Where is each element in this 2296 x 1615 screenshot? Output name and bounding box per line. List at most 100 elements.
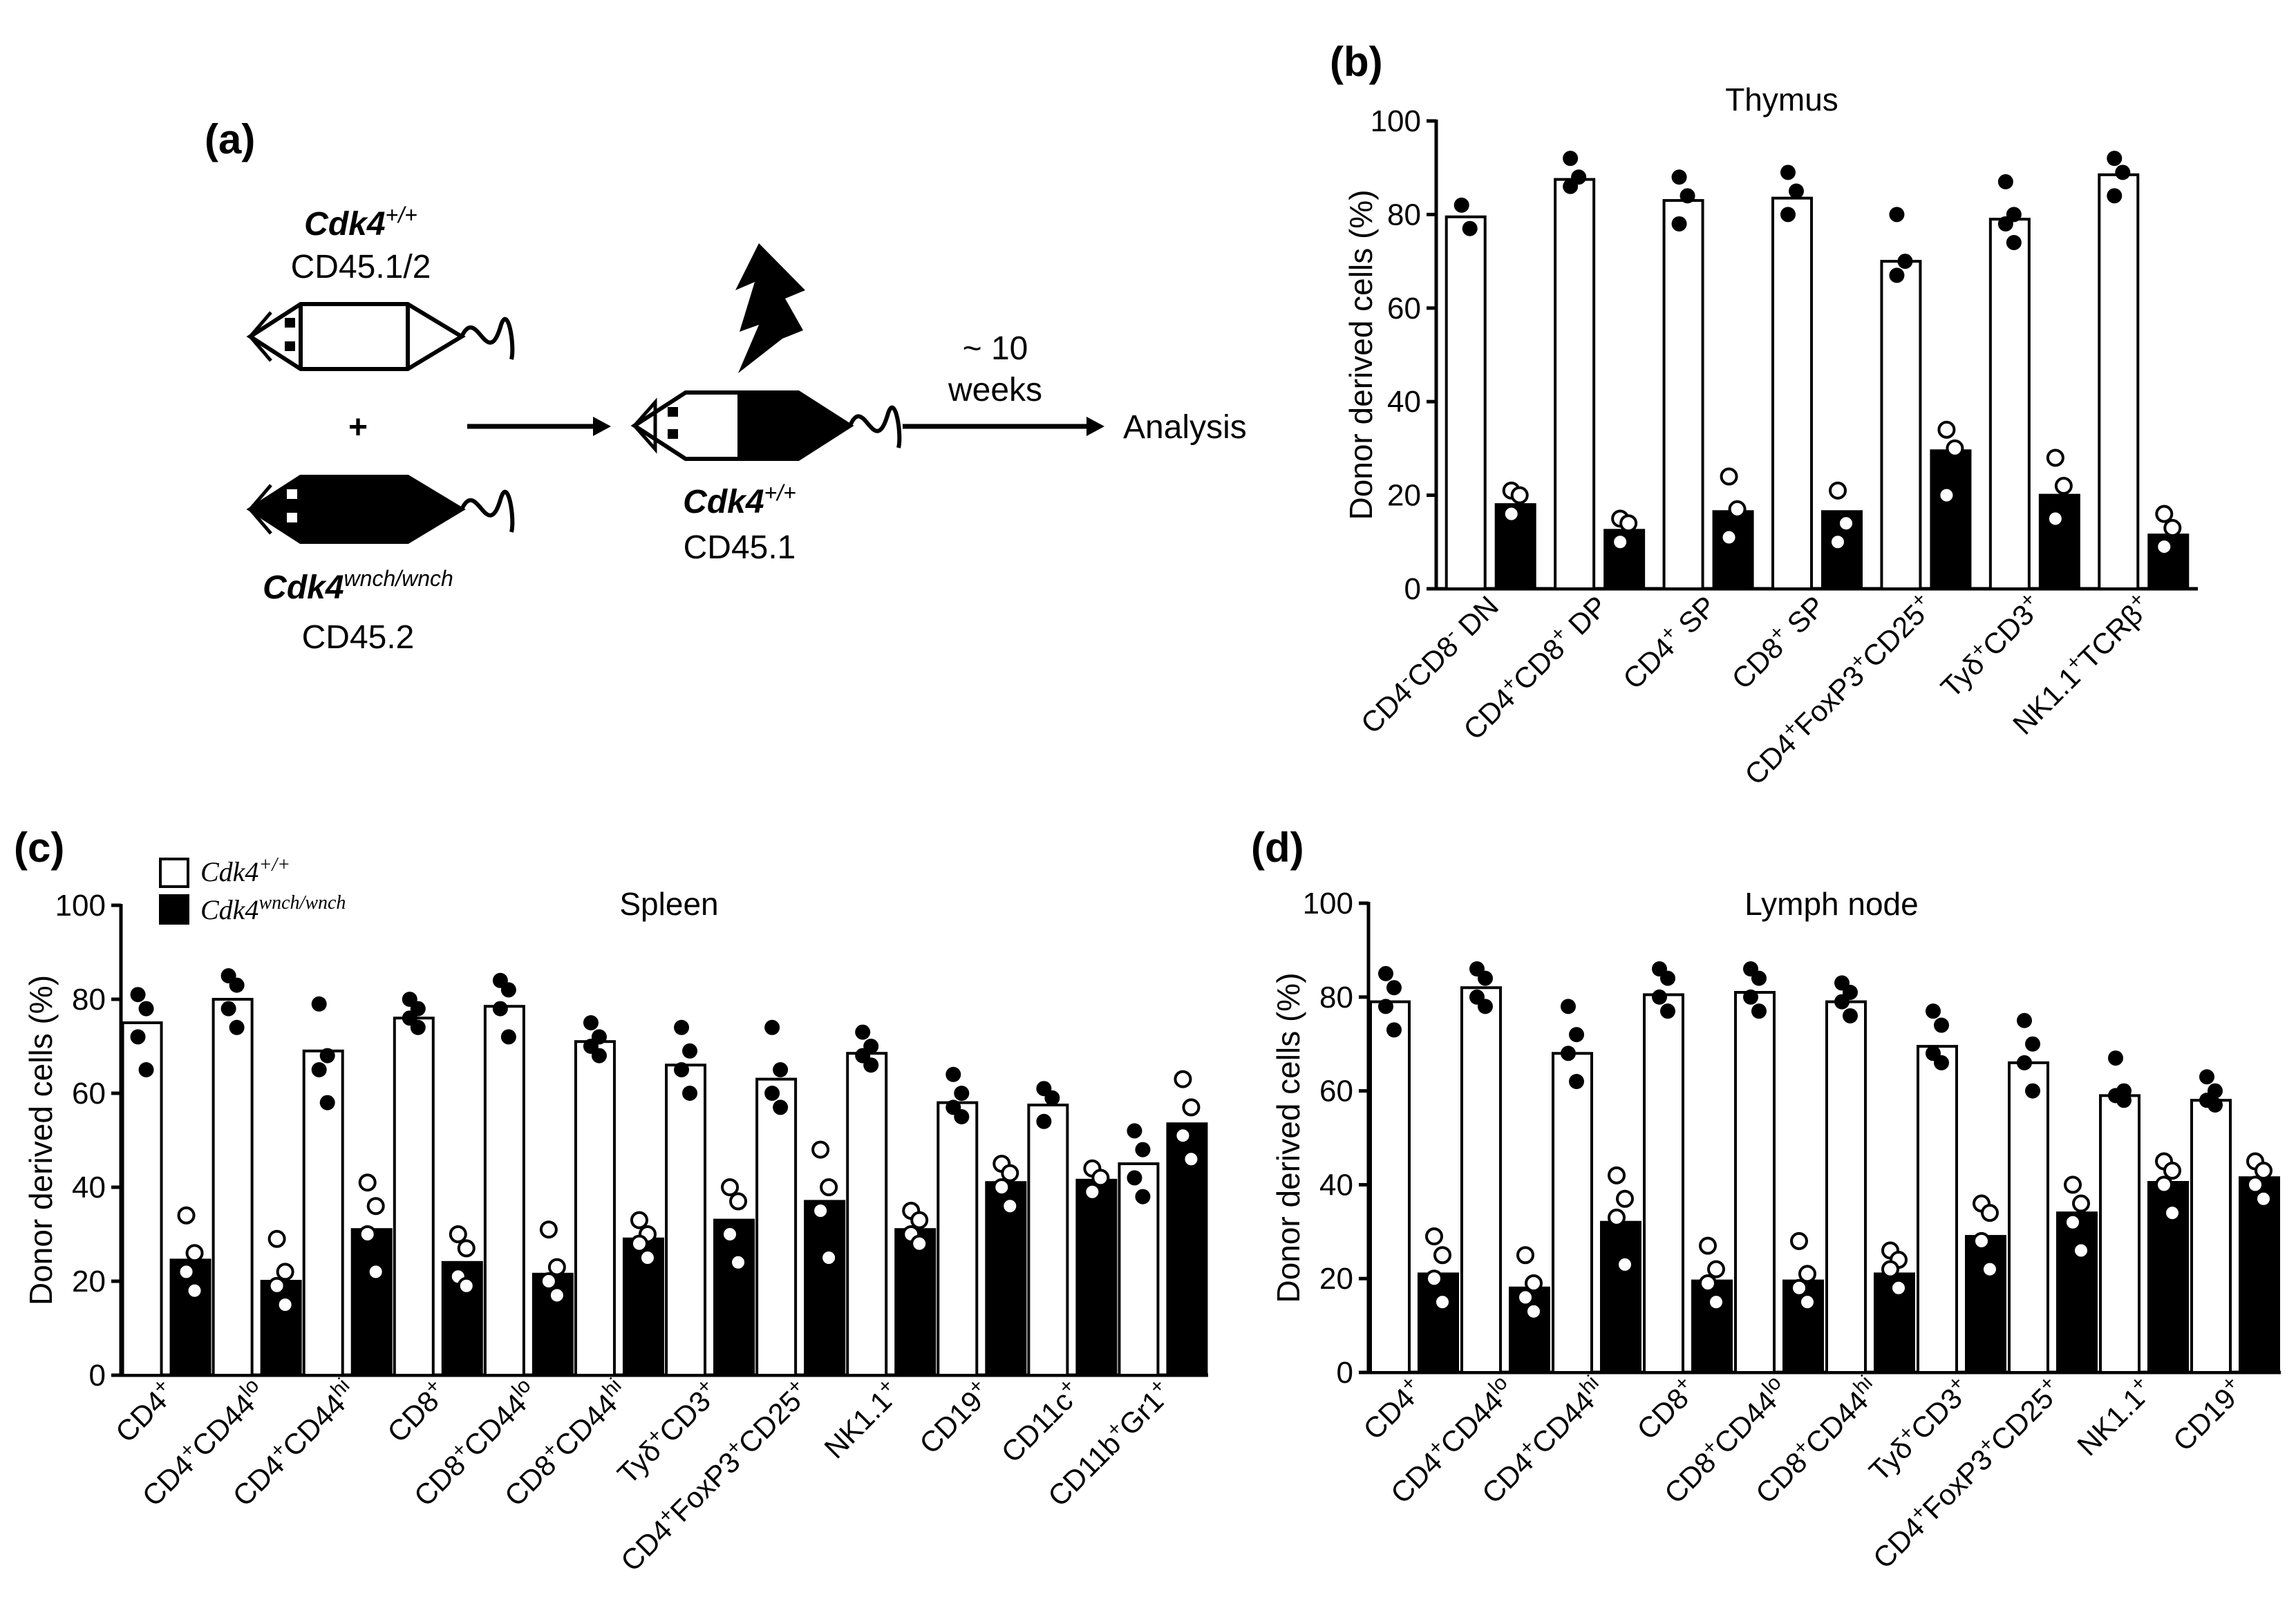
point-wt: [1843, 1008, 1858, 1023]
bar-wt: [1825, 1000, 1867, 1374]
legend-wt-gene: Cdk4: [200, 856, 258, 887]
bar-mutant: [1782, 1279, 1824, 1374]
point-mutant: [729, 1192, 748, 1211]
point-mutant: [1720, 467, 1738, 486]
bar-wt: [2098, 173, 2140, 591]
point-wt: [1743, 989, 1758, 1005]
legend-wt-sup: +/+: [258, 854, 290, 876]
point-mutant: [638, 1249, 657, 1267]
category-label: CD8+ SP: [1723, 587, 1831, 695]
point-mutant: [547, 1286, 566, 1305]
point-wt: [1652, 989, 1667, 1005]
category-label: Tyδ+CD3+: [1932, 587, 2049, 704]
category-label: CD4+FoxP3+CD25+: [1736, 587, 1940, 791]
point-mutant: [177, 1206, 196, 1225]
point-mutant: [1182, 1150, 1201, 1169]
legend-label-mut: Cdk4wnch/wnch: [200, 892, 346, 926]
point-mutant: [2072, 1194, 2090, 1213]
point-wt: [954, 1086, 970, 1101]
y-tick-label: 40: [1319, 1168, 1353, 1202]
panel-label-c: (c): [14, 824, 64, 871]
point-wt: [138, 1062, 154, 1077]
point-mutant: [185, 1281, 204, 1300]
point-wt: [2107, 188, 2123, 204]
point-mutant: [2163, 1162, 2181, 1180]
point-mutant: [1182, 1098, 1201, 1117]
bar-mutant: [985, 1181, 1027, 1377]
donor-mouse-wt-icon: [246, 302, 515, 371]
bar-mutant: [1075, 1178, 1118, 1377]
bar-mutant: [2056, 1211, 2098, 1375]
mouse1-gene: Cdk4: [304, 206, 385, 243]
point-mutant: [366, 1263, 385, 1281]
bar-mutant: [713, 1218, 755, 1377]
point-mutant: [457, 1239, 476, 1258]
point-mutant: [2255, 1189, 2273, 1208]
category-label: CD4+ SP: [1615, 587, 1722, 695]
point-wt: [1660, 970, 1675, 986]
point-mutant: [276, 1296, 294, 1314]
point-mutant: [811, 1202, 830, 1220]
bar-wt: [937, 1101, 979, 1377]
point-wt: [1889, 207, 1905, 223]
point-mutant: [1174, 1126, 1192, 1145]
point-mutant: [1619, 514, 1638, 533]
point-mutant: [1611, 533, 1630, 551]
point-wt: [220, 1001, 236, 1017]
point-mutant: [1790, 1278, 1808, 1297]
point-wt: [2199, 1069, 2214, 1085]
y-tick-label: 0: [1404, 572, 1421, 606]
point-wt: [2025, 1083, 2040, 1099]
point-mutant: [1981, 1204, 1999, 1222]
point-wt: [1997, 174, 2013, 190]
point-mutant: [1946, 439, 1964, 457]
point-mutant: [267, 1276, 286, 1295]
bar-wt: [2099, 1094, 2140, 1374]
point-wt: [2006, 235, 2022, 251]
point-wt: [1378, 965, 1393, 981]
point-mutant: [721, 1225, 740, 1243]
point-mutant: [185, 1244, 204, 1263]
chart-title: Thymus: [1725, 82, 1838, 117]
point-mutant: [729, 1253, 748, 1272]
bar-mutant: [1712, 510, 1754, 590]
transfer-arrow-icon: [467, 417, 611, 436]
category-label: CD4+: [107, 1374, 182, 1448]
point-wt: [492, 1001, 508, 1017]
point-mutant: [630, 1211, 648, 1229]
y-tick-label: 80: [1387, 198, 1421, 232]
time-label-1: ~ 10: [963, 330, 1028, 367]
point-wt: [1780, 164, 1796, 180]
bar-wt: [121, 1021, 163, 1377]
recipient-genotype: Cdk4+/+: [683, 480, 796, 520]
point-wt: [1569, 1027, 1584, 1043]
mouse2-genotype: Cdk4wnch/wnch: [263, 566, 453, 606]
point-wt: [1044, 1090, 1060, 1106]
point-mutant: [1001, 1197, 1019, 1216]
bar-wt: [2008, 1061, 2049, 1374]
bar-wt: [665, 1064, 707, 1377]
point-wt: [1561, 999, 1576, 1014]
point-wt: [682, 1086, 698, 1101]
recipient-sup: +/+: [764, 480, 796, 505]
point-wt: [1834, 994, 1850, 1010]
bar-wt: [1554, 178, 1596, 590]
point-wt: [1789, 183, 1804, 199]
bar-mutant: [1930, 449, 1972, 590]
point-mutant: [539, 1220, 558, 1239]
time-arrow-icon: [903, 417, 1104, 436]
point-wt: [1478, 970, 1493, 986]
point-wt: [855, 1024, 871, 1040]
y-axis-label: Donor derived cells (%): [1343, 189, 1379, 520]
point-wt: [583, 1015, 599, 1030]
mouse1-sup: +/+: [386, 202, 417, 227]
point-wt: [2025, 1036, 2040, 1052]
point-mutant: [1890, 1278, 1908, 1297]
bar-wt: [393, 1017, 435, 1377]
analysis-label: Analysis: [1123, 409, 1247, 446]
point-mutant: [1608, 1208, 1626, 1227]
point-wt: [319, 1048, 335, 1064]
point-wt: [1897, 254, 1913, 270]
bar-mutant: [1600, 1220, 1641, 1374]
